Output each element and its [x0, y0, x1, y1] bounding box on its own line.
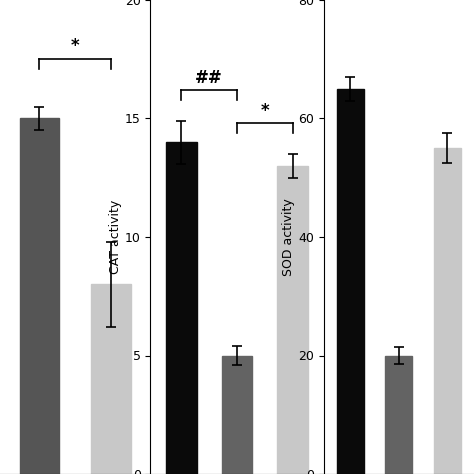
Text: *: * [261, 102, 269, 119]
Bar [91, 284, 131, 474]
Text: *: * [71, 36, 80, 55]
Y-axis label: CAT activity: CAT activity [109, 200, 122, 274]
Bar [434, 148, 461, 474]
Bar [337, 89, 364, 474]
Bar [20, 118, 59, 474]
Y-axis label: SOD activity: SOD activity [282, 198, 295, 276]
Text: ##: ## [195, 69, 223, 87]
Bar [277, 166, 308, 474]
Bar [385, 356, 412, 474]
Bar [222, 356, 252, 474]
Bar [166, 142, 197, 474]
